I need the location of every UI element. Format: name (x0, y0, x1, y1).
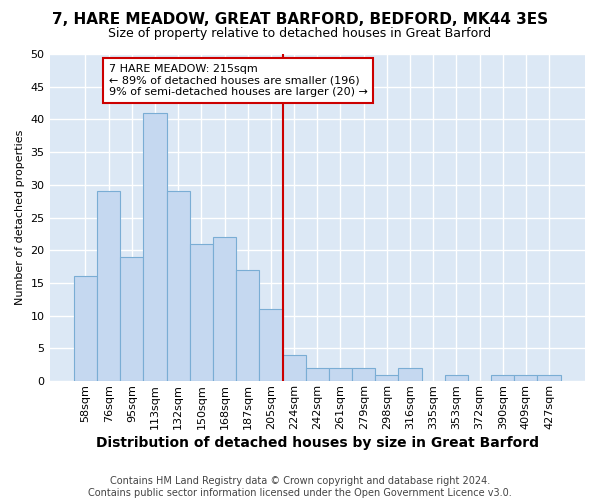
Bar (398, 368, 422, 381)
Bar (213, 237, 236, 381)
Bar (74, 276, 97, 381)
Bar (236, 270, 259, 381)
Text: 7 HARE MEADOW: 215sqm
← 89% of detached houses are smaller (196)
9% of semi-deta: 7 HARE MEADOW: 215sqm ← 89% of detached … (109, 64, 368, 97)
Bar (514, 374, 538, 381)
Bar (445, 374, 468, 381)
Bar (259, 309, 283, 381)
Text: Size of property relative to detached houses in Great Barford: Size of property relative to detached ho… (109, 28, 491, 40)
Text: 7, HARE MEADOW, GREAT BARFORD, BEDFORD, MK44 3ES: 7, HARE MEADOW, GREAT BARFORD, BEDFORD, … (52, 12, 548, 28)
Bar (97, 192, 120, 381)
Bar (329, 368, 352, 381)
Bar (167, 192, 190, 381)
Bar (375, 374, 398, 381)
Bar (305, 368, 329, 381)
Bar (283, 355, 305, 381)
Text: Contains HM Land Registry data © Crown copyright and database right 2024.
Contai: Contains HM Land Registry data © Crown c… (88, 476, 512, 498)
Bar (352, 368, 375, 381)
X-axis label: Distribution of detached houses by size in Great Barford: Distribution of detached houses by size … (96, 436, 539, 450)
Bar (190, 244, 213, 381)
Y-axis label: Number of detached properties: Number of detached properties (15, 130, 25, 306)
Bar (120, 257, 143, 381)
Bar (491, 374, 514, 381)
Bar (143, 113, 167, 381)
Bar (538, 374, 560, 381)
